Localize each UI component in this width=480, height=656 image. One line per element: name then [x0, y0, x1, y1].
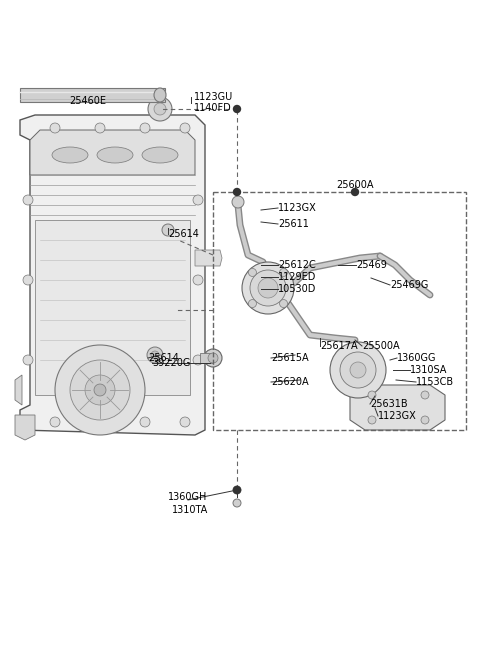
- Circle shape: [208, 353, 218, 363]
- Circle shape: [233, 106, 240, 112]
- Circle shape: [233, 486, 241, 494]
- Circle shape: [193, 195, 203, 205]
- Polygon shape: [20, 115, 205, 435]
- Circle shape: [368, 391, 376, 399]
- Circle shape: [50, 123, 60, 133]
- Ellipse shape: [142, 147, 178, 163]
- Text: 1123GX: 1123GX: [378, 411, 417, 421]
- Text: 25612C: 25612C: [278, 260, 316, 270]
- Ellipse shape: [242, 262, 294, 314]
- Circle shape: [421, 391, 429, 399]
- Circle shape: [233, 188, 240, 195]
- Text: 1310SA: 1310SA: [410, 365, 447, 375]
- Ellipse shape: [250, 270, 286, 306]
- Text: 25469G: 25469G: [390, 280, 428, 290]
- Circle shape: [180, 417, 190, 427]
- Circle shape: [249, 300, 256, 308]
- Text: 25469: 25469: [356, 260, 387, 270]
- Text: 1129ED: 1129ED: [278, 272, 316, 282]
- Ellipse shape: [154, 88, 166, 102]
- Circle shape: [151, 351, 159, 359]
- Text: 1123GX: 1123GX: [278, 203, 317, 213]
- Circle shape: [85, 375, 115, 405]
- Circle shape: [23, 275, 33, 285]
- Circle shape: [23, 195, 33, 205]
- Bar: [213, 192, 466, 430]
- Text: 25631B: 25631B: [370, 399, 408, 409]
- Circle shape: [23, 355, 33, 365]
- Circle shape: [95, 417, 105, 427]
- Circle shape: [95, 123, 105, 133]
- Text: 10530D: 10530D: [278, 284, 316, 294]
- Text: 39220G: 39220G: [152, 358, 191, 368]
- Text: 1123GU: 1123GU: [194, 92, 233, 102]
- Circle shape: [421, 416, 429, 424]
- Circle shape: [368, 416, 376, 424]
- Text: 1153CB: 1153CB: [416, 377, 454, 387]
- Bar: [20, 88, 165, 102]
- Circle shape: [94, 384, 106, 396]
- Circle shape: [233, 487, 240, 493]
- Circle shape: [233, 499, 241, 507]
- Text: 25617A: 25617A: [320, 341, 358, 351]
- Text: 25460E: 25460E: [70, 96, 107, 106]
- Text: 25614: 25614: [168, 229, 199, 239]
- Text: 25615A: 25615A: [271, 353, 309, 363]
- Ellipse shape: [97, 147, 133, 163]
- Circle shape: [180, 123, 190, 133]
- Text: 25600A: 25600A: [336, 180, 374, 190]
- Text: 1360GG: 1360GG: [397, 353, 436, 363]
- Circle shape: [140, 123, 150, 133]
- Polygon shape: [30, 130, 195, 175]
- Ellipse shape: [52, 147, 88, 163]
- Circle shape: [50, 417, 60, 427]
- Circle shape: [154, 103, 166, 115]
- Polygon shape: [15, 375, 22, 405]
- Circle shape: [55, 345, 145, 435]
- Bar: [200, 353, 213, 363]
- Text: 1360GH: 1360GH: [168, 492, 208, 502]
- Polygon shape: [350, 385, 445, 430]
- Circle shape: [70, 360, 130, 420]
- Text: 25500A: 25500A: [362, 341, 400, 351]
- Text: 25620A: 25620A: [271, 377, 309, 387]
- Text: 1310TA: 1310TA: [172, 505, 208, 515]
- Circle shape: [232, 196, 244, 208]
- Circle shape: [350, 362, 366, 378]
- Circle shape: [162, 224, 174, 236]
- Circle shape: [140, 417, 150, 427]
- Circle shape: [148, 97, 172, 121]
- Circle shape: [258, 278, 278, 298]
- Text: 25614: 25614: [148, 353, 179, 363]
- Circle shape: [330, 342, 386, 398]
- Circle shape: [249, 268, 256, 276]
- Circle shape: [340, 352, 376, 388]
- Circle shape: [351, 188, 359, 195]
- Circle shape: [147, 347, 163, 363]
- Polygon shape: [15, 415, 35, 440]
- Text: 25611: 25611: [278, 219, 309, 229]
- Circle shape: [279, 300, 288, 308]
- Text: 1140FD: 1140FD: [194, 103, 232, 113]
- Circle shape: [193, 275, 203, 285]
- Circle shape: [204, 349, 222, 367]
- Polygon shape: [195, 250, 222, 266]
- Circle shape: [193, 355, 203, 365]
- Circle shape: [279, 268, 288, 276]
- Bar: [35, 220, 190, 395]
